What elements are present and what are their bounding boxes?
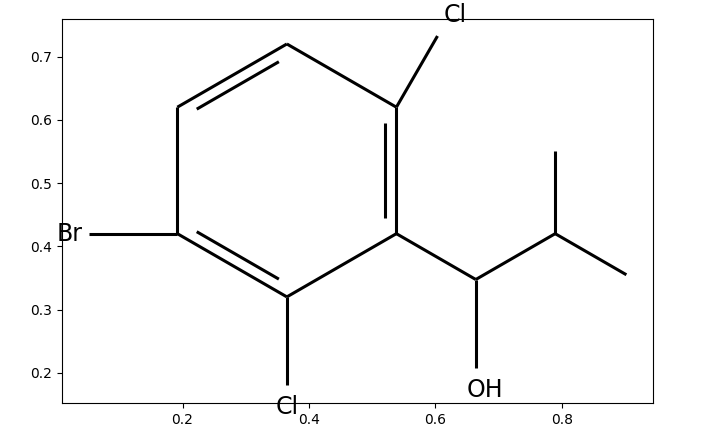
Text: OH: OH: [467, 377, 503, 401]
Text: Cl: Cl: [275, 395, 298, 419]
Text: Br: Br: [56, 222, 83, 246]
Text: Cl: Cl: [444, 3, 467, 27]
